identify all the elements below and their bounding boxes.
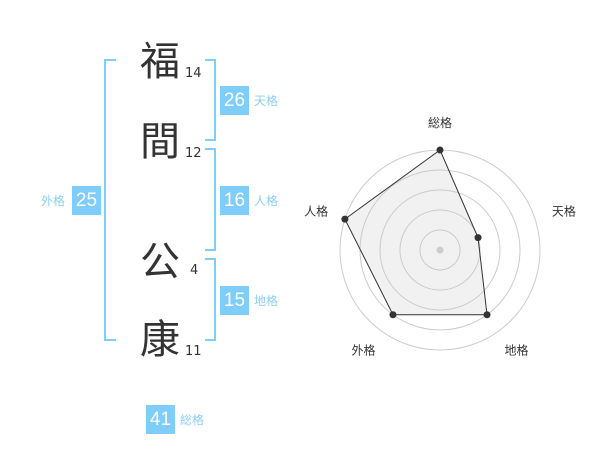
radar-point (474, 234, 482, 242)
jinkaku-label: 人格 (254, 194, 279, 208)
chikaku-bracket (205, 258, 216, 341)
gaikaku-bracket (104, 59, 116, 341)
radar-point (483, 311, 491, 319)
tenkaku-label: 天格 (254, 94, 279, 108)
radar-ring (379, 189, 501, 311)
radar-ring (419, 229, 461, 271)
soukaku-label: 総格 (180, 413, 205, 427)
stroke-count-1: 14 (185, 66, 202, 81)
tenkaku-value: 26 (220, 86, 249, 115)
chikaku-label: 地格 (254, 294, 279, 308)
radar-area (344, 149, 488, 316)
name-char-1: 福 (140, 39, 180, 85)
soukaku-value: 41 (146, 405, 175, 434)
gaikaku-label: 外格 (41, 194, 66, 208)
radar-point (389, 311, 397, 319)
radar-axis-label: 人格 (304, 204, 328, 219)
chikaku-value: 15 (220, 286, 249, 315)
stroke-count-3: 4 (190, 263, 199, 278)
radar-point (436, 146, 444, 154)
name-char-4: 康 (140, 317, 180, 363)
radar-axis-label: 天格 (552, 204, 576, 219)
tenkaku-bracket (205, 59, 216, 141)
stroke-count-2: 12 (185, 146, 202, 161)
radar-center (436, 246, 444, 254)
name-char-3: 公 (140, 239, 180, 285)
radar-axis-label: 総格 (428, 115, 452, 130)
name-char-2: 間 (140, 119, 180, 165)
jinkaku-bracket (205, 148, 216, 251)
radar-ring (399, 209, 481, 291)
radar-axis-label: 外格 (351, 342, 375, 357)
stroke-count-4: 11 (185, 344, 202, 359)
jinkaku-value: 16 (220, 186, 249, 215)
radar-point (341, 215, 349, 223)
gaikaku-value: 25 (72, 186, 101, 215)
radar-axis-label: 地格 (505, 342, 529, 357)
